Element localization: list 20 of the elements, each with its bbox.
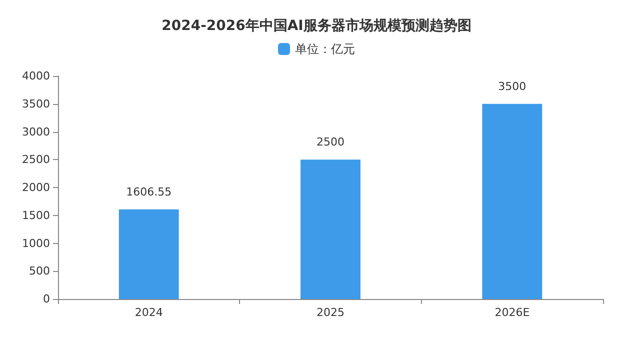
- y-tick-label: 3000: [22, 125, 50, 138]
- y-tick-label: 1500: [22, 208, 50, 222]
- bar: [482, 104, 542, 299]
- data-label: 3500: [498, 80, 526, 93]
- bar: [118, 209, 179, 299]
- y-tick-label: 0: [43, 292, 50, 306]
- chart-title: 2024-2026年中国AI服务器市场规模预测趋势图: [162, 17, 472, 34]
- y-tick-label: 2000: [22, 181, 50, 194]
- legend-label: 单位：亿元: [295, 42, 355, 56]
- data-label: 1606.55: [126, 185, 172, 198]
- data-label: 2500: [316, 136, 344, 149]
- y-tick-label: 500: [29, 264, 50, 278]
- y-tick-label: 1000: [22, 236, 50, 250]
- y-tick-label: 3500: [22, 97, 50, 110]
- x-tick-label: 2024: [134, 306, 163, 319]
- y-tick-label: 4000: [22, 70, 50, 82]
- bar: [300, 160, 360, 299]
- x-tick-label: 2025: [316, 306, 344, 319]
- y-tick-label: 2500: [22, 153, 50, 166]
- x-tick-label: 2026E: [494, 306, 530, 319]
